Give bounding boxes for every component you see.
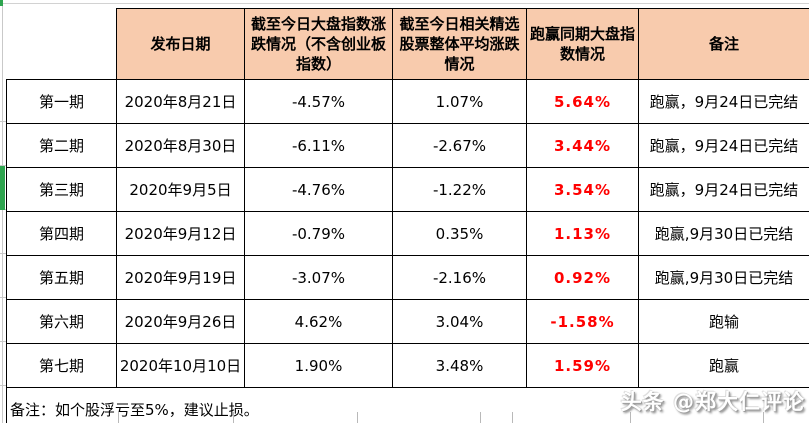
cell-remark[interactable]: 跑赢，9月24日已完结 (638, 123, 809, 168)
cell-outperform[interactable]: 1.13% (526, 211, 639, 256)
cell-date[interactable]: 2020年8月30日 (116, 123, 245, 168)
gridline-stub (630, 412, 631, 423)
cell-period[interactable]: 第二期 (6, 123, 117, 168)
cell-outperform[interactable]: 1.59% (526, 343, 639, 388)
header-publish-date[interactable]: 发布日期 (116, 8, 245, 80)
excel-gridline-horizontal (0, 3, 809, 4)
table-row: 第六期 2020年9月26日 4.62% 3.04% -1.58% 跑输 (6, 299, 809, 344)
header-selected-stocks-change[interactable]: 截至今日相关精选股票整体平均涨跌情况 (392, 8, 527, 80)
cell-remark[interactable]: 跑赢,9月30日已完结 (638, 211, 809, 256)
table-row: 第四期 2020年9月12日 -0.79% 0.35% 1.13% 跑赢,9月3… (6, 211, 809, 256)
cell-period[interactable]: 第七期 (6, 343, 117, 388)
cell-period[interactable]: 第六期 (6, 299, 117, 344)
table-row: 第五期 2020年9月19日 -3.07% -2.16% 0.92% 跑赢,9月… (6, 255, 809, 300)
gridline-stub (763, 412, 764, 423)
performance-table: 发布日期 截至今日大盘指数涨跌情况（不含创业板指数） 截至今日相关精选股票整体平… (6, 8, 809, 423)
cell-remark[interactable]: 跑输 (638, 299, 809, 344)
cell-stocks-change[interactable]: 3.48% (392, 343, 527, 388)
header-remark[interactable]: 备注 (638, 8, 809, 80)
gridline-stub (118, 412, 119, 423)
toutiao-watermark: 头条 @郑大仁评论 (620, 390, 805, 414)
cell-outperform[interactable]: 3.54% (526, 167, 639, 212)
gridline-stub (512, 412, 513, 423)
selection-mark-top (0, 0, 3, 6)
cell-stocks-change[interactable]: 1.07% (392, 79, 527, 124)
table-row: 第二期 2020年8月30日 -6.11% -2.67% 3.44% 跑赢，9月… (6, 123, 809, 168)
table-row: 第七期 2020年10月10日 1.90% 3.48% 1.59% 跑赢 (6, 343, 809, 388)
cell-remark[interactable]: 跑赢,9月30日已完结 (638, 255, 809, 300)
cell-date[interactable]: 2020年8月21日 (116, 79, 245, 124)
header-row: 发布日期 截至今日大盘指数涨跌情况（不含创业板指数） 截至今日相关精选股票整体平… (6, 8, 809, 80)
cell-period[interactable]: 第一期 (6, 79, 117, 124)
header-market-index-change[interactable]: 截至今日大盘指数涨跌情况（不含创业板指数） (244, 8, 393, 80)
cell-remark[interactable]: 跑赢，9月24日已完结 (638, 79, 809, 124)
selection-mark-row3 (0, 166, 5, 210)
cell-period[interactable]: 第四期 (6, 211, 117, 256)
cell-date[interactable]: 2020年9月26日 (116, 299, 245, 344)
header-blank-cell[interactable] (6, 8, 117, 80)
cell-date[interactable]: 2020年9月12日 (116, 211, 245, 256)
cell-stocks-change[interactable]: -2.16% (392, 255, 527, 300)
cell-market-change[interactable]: 4.62% (244, 299, 393, 344)
cell-date[interactable]: 2020年10月10日 (116, 343, 245, 388)
cell-outperform[interactable]: -1.58% (526, 299, 639, 344)
header-outperform-index[interactable]: 跑赢同期大盘指数情况 (526, 8, 639, 80)
table-row: 第一期 2020年8月21日 -4.57% 1.07% 5.64% 跑赢，9月2… (6, 79, 809, 124)
gridline-stub (480, 412, 481, 423)
cell-date[interactable]: 2020年9月5日 (116, 167, 245, 212)
cell-outperform[interactable]: 5.64% (526, 79, 639, 124)
note-row: 备注：如个股浮亏至5%，建议止损。 (6, 387, 809, 423)
cell-remark[interactable]: 跑赢 (638, 343, 809, 388)
cell-stocks-change[interactable]: 3.04% (392, 299, 527, 344)
cell-period[interactable]: 第三期 (6, 167, 117, 212)
gridline-stub (357, 412, 358, 423)
cell-market-change[interactable]: -4.57% (244, 79, 393, 124)
cell-market-change[interactable]: -0.79% (244, 211, 393, 256)
cell-market-change[interactable]: -4.76% (244, 167, 393, 212)
cell-market-change[interactable]: -6.11% (244, 123, 393, 168)
gridline-stub (233, 412, 234, 423)
left-column-sliver (0, 78, 6, 411)
stop-loss-note[interactable]: 备注：如个股浮亏至5%，建议止损。 (6, 387, 809, 423)
cell-stocks-change[interactable]: -2.67% (392, 123, 527, 168)
cell-stocks-change[interactable]: 0.35% (392, 211, 527, 256)
cell-period[interactable]: 第五期 (6, 255, 117, 300)
cell-remark[interactable]: 跑赢，9月24日已完结 (638, 167, 809, 212)
cell-stocks-change[interactable]: -1.22% (392, 167, 527, 212)
cell-date[interactable]: 2020年9月19日 (116, 255, 245, 300)
cell-outperform[interactable]: 3.44% (526, 123, 639, 168)
cell-outperform[interactable]: 0.92% (526, 255, 639, 300)
table-row: 第三期 2020年9月5日 -4.76% -1.22% 3.54% 跑赢，9月2… (6, 167, 809, 212)
cell-market-change[interactable]: 1.90% (244, 343, 393, 388)
cell-market-change[interactable]: -3.07% (244, 255, 393, 300)
